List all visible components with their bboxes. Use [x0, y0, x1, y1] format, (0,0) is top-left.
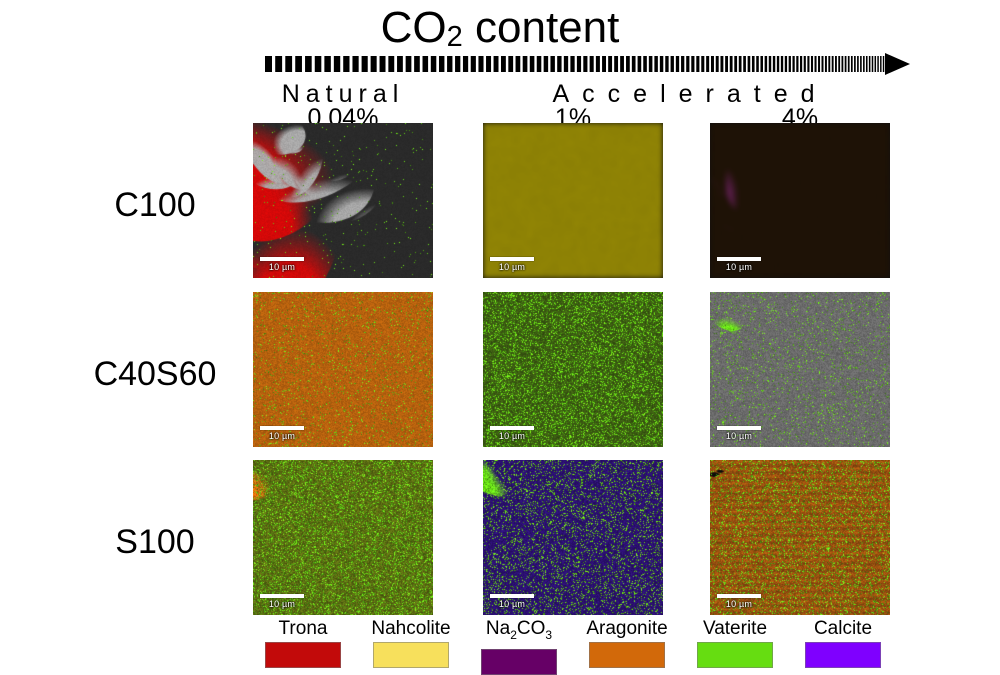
phase-legend: Trona Nahcolite Na2CO3 Aragonite Vaterite Cal… — [253, 618, 893, 675]
micrograph-image-c100-004 — [253, 123, 433, 278]
micrograph-image-s100-1 — [483, 460, 663, 615]
legend-item-aragonite[interactable]: Aragonite — [577, 618, 677, 668]
row-label-c100: C100 — [114, 186, 196, 224]
row-label-s100: S100 — [115, 523, 195, 561]
micrograph-panel-c100-004[interactable]: 10 µm — [253, 123, 433, 278]
figure-title-subscript: 2 — [446, 21, 463, 53]
micrograph-panel-s100-1[interactable]: 10 µm — [483, 460, 663, 615]
column-regime-accelerated: Accelerated — [552, 80, 828, 108]
legend-item-calcite[interactable]: Calcite — [793, 618, 893, 668]
legend-label-aragonite: Aragonite — [586, 618, 668, 639]
micrograph-panel-s100-004[interactable]: 10 µm — [253, 460, 433, 615]
co2-gradient-arrow — [265, 52, 910, 76]
micrograph-panel-c100-4[interactable]: 10 µm — [710, 123, 890, 278]
legend-label-calcite: Calcite — [813, 618, 873, 639]
figure-title: CO2 content — [0, 2, 1000, 59]
legend-swatch-aragonite — [589, 642, 665, 668]
legend-swatch-nahcolite — [373, 642, 449, 668]
legend-label-nahcolite: Nahcolite — [371, 618, 451, 639]
micrograph-image-c40s60-004 — [253, 292, 433, 447]
legend-swatch-na2co3 — [481, 648, 557, 675]
micrograph-panel-s100-4[interactable]: 10 µm — [710, 460, 890, 615]
micrograph-panel-c40s60-1[interactable]: 10 µm — [483, 292, 663, 447]
micrograph-image-c100-4 — [710, 123, 890, 278]
legend-label-trona: Trona — [278, 618, 328, 639]
legend-item-trona[interactable]: Trona — [253, 618, 353, 668]
legend-item-vaterite[interactable]: Vaterite — [685, 618, 785, 668]
micrograph-panel-c40s60-4[interactable]: 10 µm — [710, 292, 890, 447]
legend-item-na2co3[interactable]: Na2CO3 — [469, 618, 569, 675]
micrograph-panel-c100-1[interactable]: 10 µm — [483, 123, 663, 278]
legend-label-vaterite: Vaterite — [702, 618, 768, 639]
row-label-c40s60: C40S60 — [93, 355, 217, 393]
legend-swatch-calcite — [805, 642, 881, 668]
legend-swatch-trona — [265, 642, 341, 668]
figure-title-main: CO — [380, 3, 447, 52]
micrograph-image-c40s60-1 — [483, 292, 663, 447]
micrograph-image-c100-1 — [483, 123, 663, 278]
legend-label-na2co3: Na2CO3 — [485, 618, 553, 642]
column-regime-natural: Natural — [281, 80, 405, 108]
legend-swatch-vaterite — [697, 642, 773, 668]
legend-item-nahcolite[interactable]: Nahcolite — [361, 618, 461, 668]
micrograph-image-c40s60-4 — [710, 292, 890, 447]
figure-title-tail: content — [462, 3, 620, 52]
micrograph-panel-c40s60-004[interactable]: 10 µm — [253, 292, 433, 447]
micrograph-image-s100-004 — [253, 460, 433, 615]
micrograph-image-s100-4 — [710, 460, 890, 615]
